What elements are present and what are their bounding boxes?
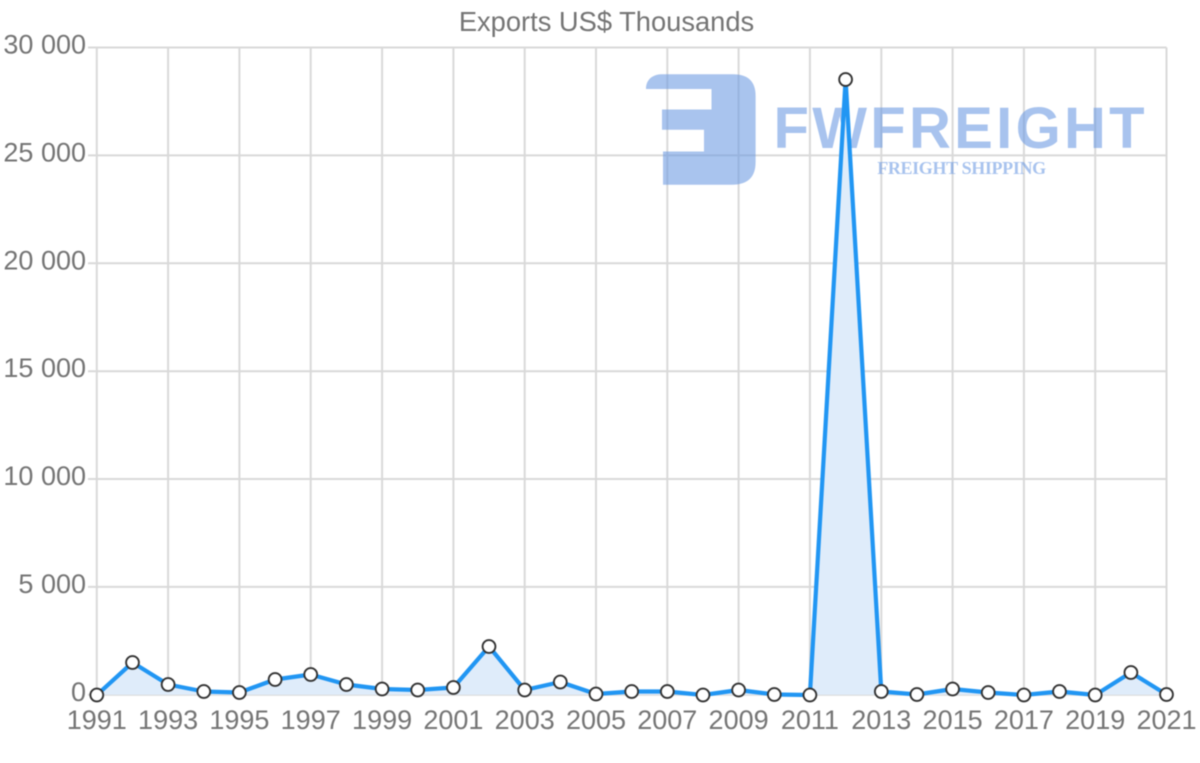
svg-text:1993: 1993 (138, 705, 198, 735)
svg-text:2009: 2009 (709, 705, 769, 735)
svg-text:1995: 1995 (209, 705, 269, 735)
svg-text:2011: 2011 (781, 705, 839, 735)
svg-text:2001: 2001 (423, 705, 483, 735)
svg-text:1997: 1997 (281, 705, 341, 735)
svg-text:2005: 2005 (566, 705, 626, 735)
svg-text:2015: 2015 (923, 705, 983, 735)
svg-text:2017: 2017 (994, 705, 1054, 735)
svg-text:2003: 2003 (495, 705, 555, 735)
svg-text:2019: 2019 (1065, 705, 1125, 735)
svg-text:10 000: 10 000 (3, 461, 86, 491)
svg-text:20 000: 20 000 (3, 245, 86, 275)
svg-text:Exports US$ Thousands: Exports US$ Thousands (459, 6, 754, 37)
svg-text:1999: 1999 (352, 705, 412, 735)
svg-text:FWFREIGHT: FWFREIGHT (773, 96, 1147, 161)
svg-text:30 000: 30 000 (3, 30, 86, 60)
svg-text:2007: 2007 (637, 705, 697, 735)
svg-text:2021: 2021 (1136, 705, 1196, 735)
svg-text:5 000: 5 000 (18, 569, 86, 599)
svg-text:FREIGHT SHIPPING: FREIGHT SHIPPING (877, 158, 1046, 178)
svg-text:25 000: 25 000 (3, 137, 86, 167)
svg-text:15 000: 15 000 (3, 353, 86, 383)
svg-text:2013: 2013 (851, 705, 911, 735)
svg-text:0: 0 (71, 677, 86, 707)
svg-text:1991: 1991 (67, 705, 127, 735)
